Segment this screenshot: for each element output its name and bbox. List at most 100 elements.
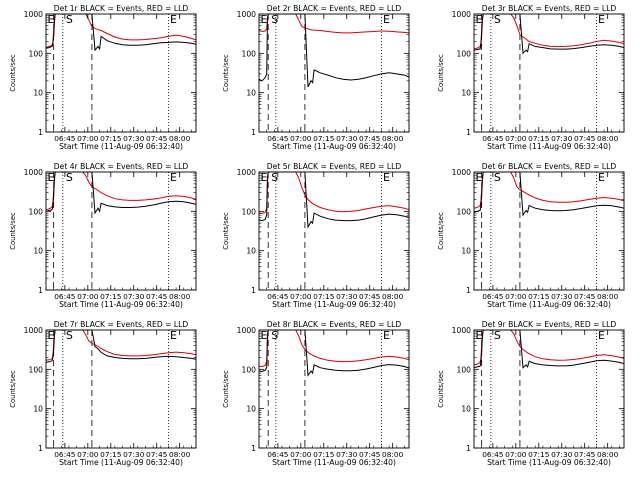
x-tick-label: 07:00 [290,450,312,459]
y-axis-label: Counts/sec [222,212,230,250]
x-tick-label: 07:15 [313,450,335,459]
x-axis-label: Start Time (11-Aug-09 06:32:40) [59,300,183,309]
x-tick-label: 07:00 [77,450,99,459]
x-tick-label: 06:45 [54,450,76,459]
y-tick-label: 10 [33,89,43,98]
x-tick-label: 07:45 [574,292,596,301]
y-tick-label: 10 [461,247,471,256]
y-tick-label: 100 [29,49,44,58]
events-series-line [473,329,625,369]
x-tick-label: 07:15 [313,292,335,301]
detector-panel: Det 9r BLACK = Events, RED = LLD 1 10 100 10… [437,320,625,467]
x-axis-label: Start Time (11-Aug-09 06:32:40) [272,300,396,309]
y-tick-label: 100 [242,207,257,216]
plot-frame [258,171,410,291]
x-tick-label: 07:45 [359,292,381,301]
y-tick-label: 1 [38,128,43,137]
events-series-line [45,13,197,52]
x-tick-label: 07:15 [313,134,335,143]
event-marker-label: E [170,13,177,26]
x-tick-label: 07:45 [574,134,596,143]
x-tick-label: 08:00 [169,134,191,143]
panel-title: Det 2r BLACK = Events, RED = LLD [267,4,402,13]
y-tick-label: 1 [38,286,43,295]
panel-title: Det 7r BLACK = Events, RED = LLD [54,320,189,329]
y-axis-label: Counts/sec [222,54,230,92]
y-tick-label: 1 [251,444,256,453]
x-tick-label: 07:00 [505,450,527,459]
x-tick-label: 07:15 [528,450,550,459]
y-tick-label: 1000 [237,10,256,19]
x-tick-label: 06:45 [54,134,76,143]
panel-title: Det 4r BLACK = Events, RED = LLD [54,162,189,171]
event-marker-label: E [383,171,390,184]
x-tick-label: 07:30 [336,292,358,301]
y-tick-label: 1000 [24,168,43,177]
event-marker-label: E [170,171,177,184]
y-tick-label: 10 [461,405,471,414]
event-marker-label: E [48,13,55,26]
x-tick-label: 07:30 [336,134,358,143]
events-series-line [473,171,625,217]
y-axis-label: Counts/sec [9,370,17,408]
events-series-line [45,171,197,215]
x-tick-label: 06:45 [267,134,289,143]
y-axis-label: Counts/sec [437,54,445,92]
x-tick-label: 07:45 [574,450,596,459]
y-axis-label: Counts/sec [9,212,17,250]
y-tick-label: 1 [251,128,256,137]
x-axis-label: Start Time (11-Aug-09 06:32:40) [487,300,611,309]
x-axis-label: Start Time (11-Aug-09 06:32:40) [59,458,183,467]
x-tick-label: 08:00 [597,292,619,301]
event-marker-label: E [598,13,605,26]
x-axis-label: Start Time (11-Aug-09 06:32:40) [487,142,611,151]
x-tick-label: 08:00 [169,292,191,301]
x-tick-label: 07:45 [359,450,381,459]
x-tick-label: 08:00 [382,450,404,459]
x-tick-label: 07:00 [505,134,527,143]
x-tick-label: 07:00 [290,134,312,143]
x-tick-label: 07:30 [551,292,573,301]
y-tick-label: 1 [38,444,43,453]
y-tick-label: 1000 [24,326,43,335]
plot-frame [258,329,410,449]
y-tick-label: 1 [251,286,256,295]
event-marker-label: E [261,171,268,184]
x-tick-label: 08:00 [382,292,404,301]
event-marker-label: E [261,329,268,342]
event-marker-label: E [48,171,55,184]
x-tick-label: 07:45 [146,134,168,143]
y-axis-label: Counts/sec [437,212,445,250]
x-tick-label: 07:30 [336,450,358,459]
event-marker-label: S [494,171,501,184]
event-marker-label: S [66,329,73,342]
x-tick-label: 07:00 [77,292,99,301]
event-marker-label: S [494,13,501,26]
x-tick-label: 07:45 [146,292,168,301]
x-tick-label: 07:45 [146,450,168,459]
y-tick-label: 10 [246,405,256,414]
event-marker-label: S [494,329,501,342]
x-tick-label: 07:30 [123,134,145,143]
detector-panel: Det 4r BLACK = Events, RED = LLD 1 10 100 10… [9,162,197,309]
panel-title: Det 6r BLACK = Events, RED = LLD [482,162,617,171]
detector-panel: Det 2r BLACK = Events, RED = LLD 1 10 100 10… [222,4,410,151]
y-tick-label: 1 [466,444,471,453]
event-marker-label: E [48,329,55,342]
x-tick-label: 07:15 [100,134,122,143]
x-tick-label: 08:00 [597,134,619,143]
x-tick-label: 07:45 [359,134,381,143]
x-tick-label: 06:45 [54,292,76,301]
event-marker-label: S [271,171,278,184]
events-series-line [45,329,197,363]
event-marker-label: S [66,13,73,26]
x-tick-label: 06:45 [482,134,504,143]
x-tick-label: 07:30 [551,450,573,459]
detector-panel: Det 1r BLACK = Events, RED = LLD 1 10 100 10… [9,4,197,151]
y-tick-label: 10 [246,247,256,256]
y-axis-label: Counts/sec [222,370,230,408]
x-tick-label: 06:45 [267,450,289,459]
x-tick-label: 07:15 [528,292,550,301]
x-tick-label: 06:45 [482,292,504,301]
